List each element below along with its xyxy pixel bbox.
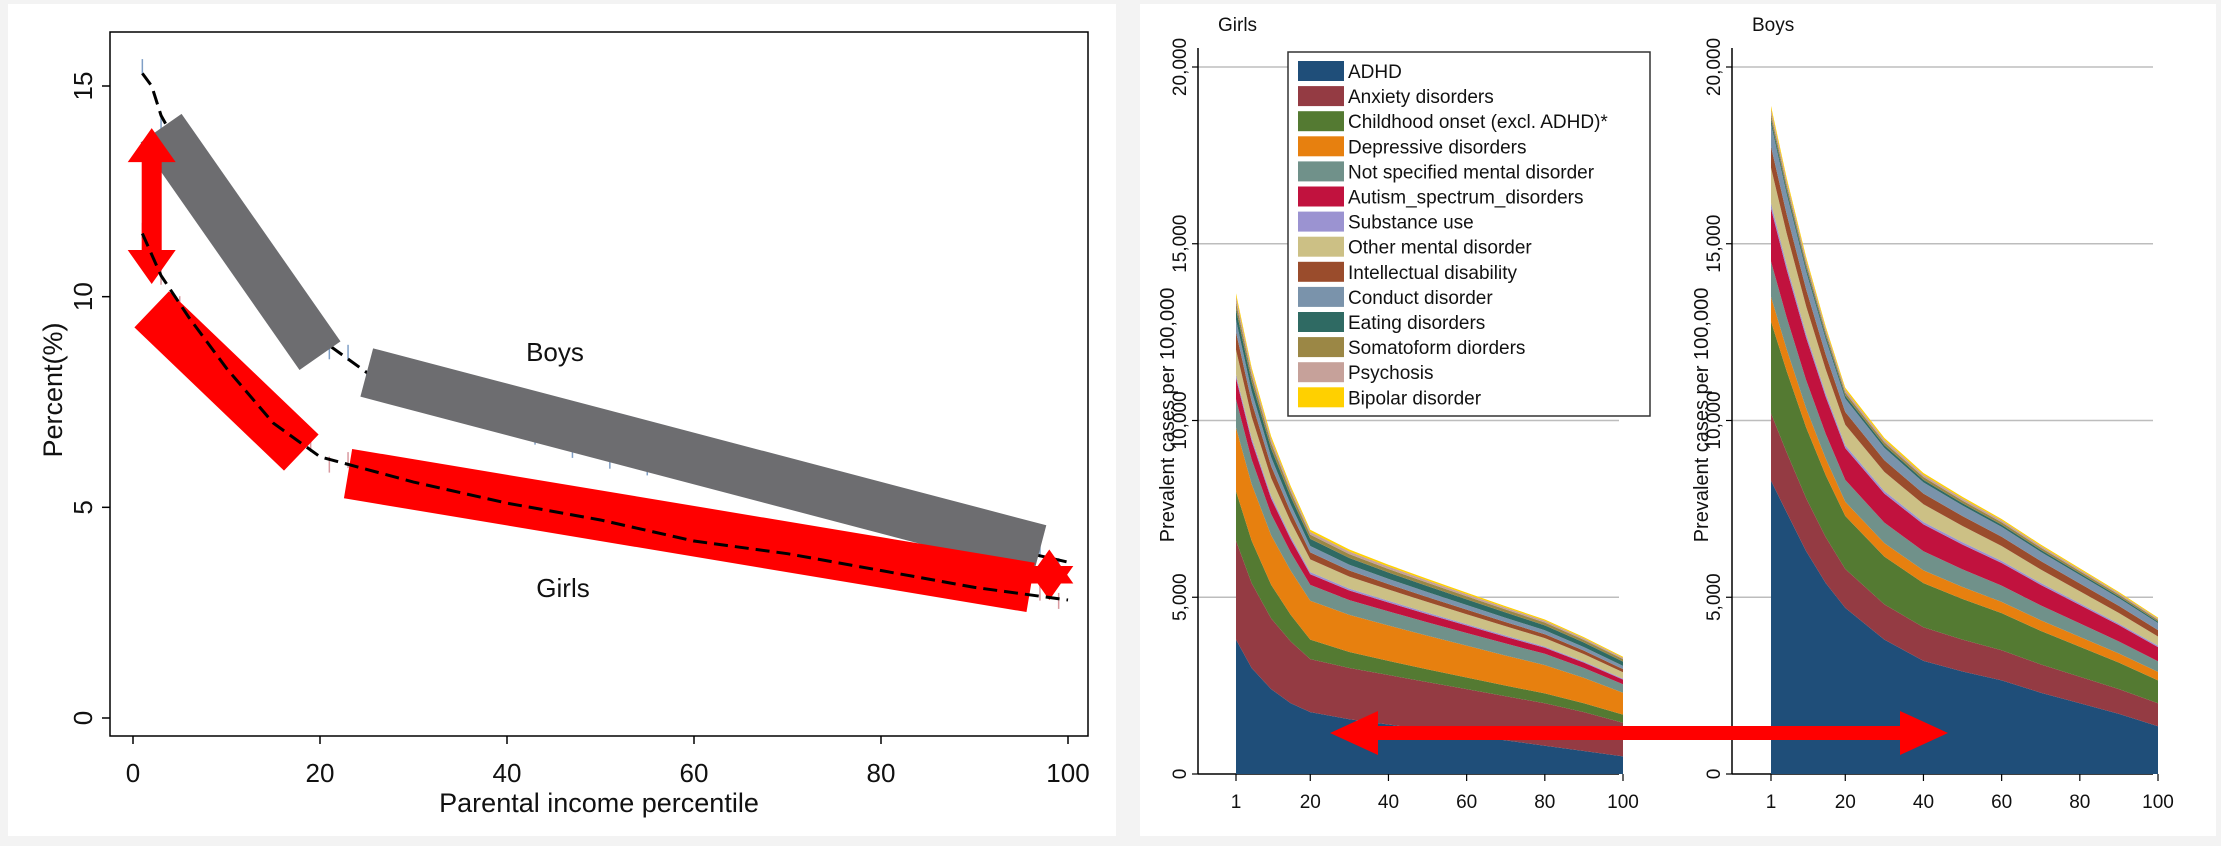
- legend-swatch: [1298, 136, 1344, 157]
- legend-swatch: [1298, 186, 1344, 207]
- area-childhood-onset-excl-adhd: [1236, 491, 1623, 723]
- area-anxiety-disorders: [1236, 540, 1623, 757]
- area-anxiety-disorders: [1771, 413, 2158, 727]
- y-axis-label: Percent(%): [38, 322, 68, 457]
- y-tick-label: 20,000: [1704, 38, 1725, 96]
- x-tick-label: 20: [1300, 792, 1321, 813]
- gap-arrow-shaft: [141, 158, 162, 255]
- y-axis-label: Prevalent cases per 100,000: [1691, 288, 1713, 543]
- y-tick-label: 0: [1170, 769, 1191, 780]
- x-tick-label: 40: [1913, 792, 1934, 813]
- x-tick-label: 80: [2069, 792, 2090, 813]
- legend-label: Childhood onset (excl. ADHD)*: [1348, 112, 1608, 133]
- fitted-curve: [140, 232, 1069, 602]
- x-tick-label: 100: [2142, 792, 2174, 813]
- cross-arrow-shaft: [1374, 726, 1904, 740]
- y-tick-label: 5: [68, 500, 98, 514]
- income-gradient-chart: 0 5 10 15 0 20 40 60 80 100 Parental income perc…: [38, 31, 1090, 818]
- y-tick-label: 0: [1704, 769, 1725, 780]
- x-tick-label: 60: [1456, 792, 1477, 813]
- x-tick-label: 80: [867, 758, 896, 788]
- panel-title: Girls: [1218, 15, 1257, 36]
- legend-swatch: [1298, 337, 1344, 358]
- legend-swatch: [1298, 261, 1344, 282]
- y-tick-label: 5,000: [1704, 573, 1725, 621]
- y-tick-label: 0: [68, 711, 98, 725]
- panel-title: Boys: [1752, 15, 1794, 36]
- x-tick-label: 0: [126, 758, 140, 788]
- area-chart-boys: 0 5,000 10,000 15,000 20,000 1 20 40 60 80 100 Boys…: [1691, 15, 2174, 813]
- legend-swatch: [1298, 286, 1344, 307]
- x-tick-label: 100: [1046, 758, 1089, 788]
- area-chart-girls: 0 5,000 10,000 15,000 20,000 1 20 40 60 80 100 Girl…: [1157, 15, 1639, 813]
- legend-swatch: [1298, 111, 1344, 132]
- x-tick-label: 40: [493, 758, 522, 788]
- trend-band-boys: [140, 113, 341, 370]
- area-adhd: [1771, 480, 2158, 774]
- legend-box: [1287, 51, 1651, 417]
- gap-arrow-head: [127, 250, 176, 285]
- legend-label: Not specified mental disorder: [1348, 162, 1595, 183]
- y-tick-label: 10: [68, 282, 98, 311]
- legend-label: Psychosis: [1348, 363, 1434, 384]
- y-tick-label: 15,000: [1704, 215, 1725, 273]
- legend-swatch: [1298, 86, 1344, 107]
- legend-swatch: [1298, 312, 1344, 332]
- y-tick-label: 5,000: [1170, 573, 1191, 621]
- series-label-girls: Girls: [536, 573, 589, 603]
- trend-band-boys: [360, 348, 1047, 574]
- area-childhood-onset-excl-adhd: [1771, 321, 2158, 704]
- x-tick-label: 20: [1835, 792, 1856, 813]
- y-tick-label: 15: [68, 72, 98, 101]
- legend-label: Eating disorders: [1348, 313, 1485, 334]
- legend-swatch: [1298, 362, 1344, 383]
- cross-arrow-head: [1900, 711, 1948, 755]
- legend-label: Bipolar disorder: [1348, 388, 1482, 409]
- series-label-boys: Boys: [526, 337, 584, 367]
- x-tick-label: 20: [306, 758, 335, 788]
- x-tick-label: 1: [1766, 792, 1777, 813]
- legend-label: Conduct disorder: [1348, 288, 1493, 309]
- legend-swatch: [1298, 236, 1344, 257]
- x-tick-label: 60: [1991, 792, 2012, 813]
- cross-arrow-head: [1330, 711, 1378, 755]
- comparison-double-arrow: [1330, 711, 1948, 755]
- x-tick-label: 100: [1607, 792, 1639, 813]
- y-axis-label: Prevalent cases per 100,000: [1157, 288, 1179, 543]
- legend-label: Substance use: [1348, 213, 1474, 234]
- area-not-specified-mental-disorder: [1236, 399, 1623, 693]
- legend-swatch: [1298, 211, 1344, 232]
- legend-label: Somatoform diorders: [1348, 338, 1525, 359]
- x-tick-label: 80: [1534, 792, 1555, 813]
- gap-arrow-head: [1025, 566, 1074, 601]
- legend-label: Autism_spectrum_disorders: [1348, 188, 1583, 209]
- legend-swatch: [1298, 61, 1344, 81]
- x-tick-label: 60: [680, 758, 709, 788]
- y-tick-label: 10,000: [1704, 391, 1725, 449]
- y-tick-label: 15,000: [1170, 215, 1191, 273]
- legend-swatch: [1298, 161, 1344, 182]
- area-adhd: [1236, 639, 1623, 774]
- x-tick-label: 1: [1231, 792, 1242, 813]
- trend-band-girls: [343, 448, 1035, 613]
- gap-arrow-head: [127, 128, 176, 163]
- area-other-mental-disorder: [1236, 349, 1623, 679]
- legend-label: ADHD: [1348, 62, 1402, 83]
- legend-label: Anxiety disorders: [1348, 87, 1494, 108]
- legend-label: Depressive disorders: [1348, 137, 1526, 158]
- left-plot-frame: [109, 31, 1089, 737]
- legend-label: Other mental disorder: [1348, 238, 1532, 259]
- y-tick-label: 10,000: [1170, 391, 1191, 449]
- legend-label: Intellectual disability: [1348, 263, 1517, 284]
- trend-band-girls: [134, 291, 319, 471]
- legend-swatch: [1298, 387, 1344, 408]
- area-depressive-disorders: [1236, 427, 1623, 715]
- x-tick-label: 40: [1378, 792, 1399, 813]
- legend: ADHD Anxiety disorders Childhood onset (ex…: [1287, 51, 1651, 417]
- x-axis-label: Parental income percentile: [439, 788, 759, 818]
- y-tick-label: 20,000: [1170, 38, 1191, 96]
